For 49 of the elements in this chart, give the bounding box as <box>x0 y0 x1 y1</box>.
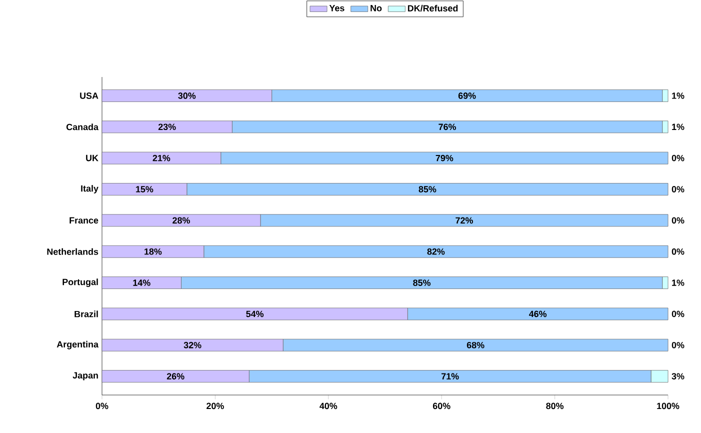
data-label: 1% <box>672 280 684 286</box>
y-tick-label: Brazil <box>74 310 98 318</box>
data-label: 82% <box>427 248 445 255</box>
x-tick-label: 0% <box>96 402 108 410</box>
data-label: 15% <box>136 186 154 192</box>
data-label: 0% <box>672 310 684 318</box>
data-label: 71% <box>442 373 459 380</box>
data-label: 0% <box>672 342 684 348</box>
data-label: 46% <box>528 310 547 318</box>
data-label: 0% <box>672 186 684 192</box>
data-label: 18% <box>144 248 162 255</box>
data-label: 30% <box>178 92 196 99</box>
data-label: 76% <box>438 124 456 130</box>
y-tick-label: Italy <box>81 185 98 194</box>
data-label: 79% <box>436 154 454 162</box>
legend-label: Yes <box>329 5 344 12</box>
data-label: 21% <box>152 154 170 162</box>
y-tick-label: France <box>70 217 98 224</box>
y-tick-label: Netherlands <box>47 248 98 255</box>
data-label: 28% <box>172 217 190 224</box>
data-label: 85% <box>418 186 436 192</box>
y-tick-label: Argentina <box>56 340 99 350</box>
data-label: 69% <box>458 92 476 99</box>
x-tick-label: 40% <box>320 402 338 410</box>
y-tick-label: Portugal <box>62 278 98 287</box>
data-label: 0% <box>672 154 684 162</box>
data-label: 14% <box>133 280 150 286</box>
x-tick-label: 100% <box>657 402 680 410</box>
legend-label: No <box>370 5 382 12</box>
y-tick-label: Canada <box>66 124 99 130</box>
data-label: 85% <box>413 280 431 286</box>
data-label: 3% <box>672 373 684 380</box>
data-label: 72% <box>456 217 473 224</box>
x-tick-label: 80% <box>546 402 564 410</box>
y-tick-label: UK <box>86 154 98 162</box>
x-tick-label: 20% <box>206 402 224 410</box>
x-tick-label: 60% <box>432 402 450 410</box>
data-label: 68% <box>466 342 484 348</box>
y-tick-label: USA <box>80 92 98 99</box>
data-label: 26% <box>166 373 184 380</box>
data-label: 0% <box>672 248 684 255</box>
data-label: 1% <box>672 124 684 130</box>
data-label: 54% <box>246 310 264 318</box>
data-label: 1% <box>672 92 684 99</box>
data-label: 0% <box>672 217 684 224</box>
y-tick-label: Japan <box>72 372 98 380</box>
data-label: 23% <box>158 124 176 130</box>
data-label: 32% <box>184 342 202 348</box>
legend-label: DK/Refused <box>408 4 458 12</box>
